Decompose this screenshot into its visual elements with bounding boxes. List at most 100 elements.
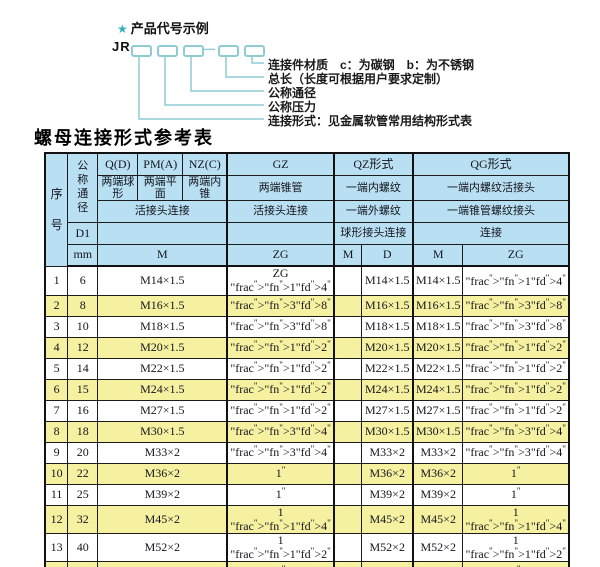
cell-qg-zg: "frac">"fn">3"fd">4" — [462, 420, 570, 443]
table-row: 8 18 M30×1.5 "frac">"fn">3"fd">4" M30×1.5 M30… — [44, 420, 570, 443]
table-row: 9 20 M33×2 "frac">"fn">3"fd">4" M33×2 M33×2 "f… — [44, 441, 570, 464]
cell-qz-m — [332, 315, 363, 338]
cell-gz: 2" — [226, 561, 335, 567]
code-box-2 — [157, 45, 178, 57]
header-pm-desc: 两端平面 — [137, 174, 184, 201]
cell-qg-m: M36×2 — [412, 462, 464, 485]
table-body: 1 6 M14×1.5 ZG "frac">"fn">1"fd">4" M14×1.5 M… — [44, 265, 570, 567]
header-m-span: M — [97, 243, 228, 268]
header-q-desc: 两端球形 — [97, 174, 139, 201]
cell-gz: "frac">"fn">1"fd">2" — [226, 357, 335, 380]
cell-qg-zg: 1" — [462, 462, 570, 485]
cell-m: M39×2 — [97, 483, 228, 506]
cell-qz-m — [332, 378, 363, 401]
cell-gz: "frac">"fn">1"fd">2" — [226, 336, 335, 359]
header-gz-blank — [226, 221, 335, 245]
cell-qz-m — [332, 561, 363, 567]
cell-qg-zg: "frac">"fn">1"fd">2" — [462, 357, 570, 380]
cell-qz-m — [332, 336, 363, 359]
header-qg-m: M — [412, 243, 464, 268]
cell-qg-m: M24×1.5 — [412, 378, 464, 401]
cell-gz: "frac">"fn">3"fd">8" — [226, 294, 335, 317]
code-box-1 — [131, 45, 152, 57]
cell-no: 13 — [44, 532, 69, 563]
header-d1: D1 — [67, 221, 99, 245]
cell-m: M16×1.5 — [97, 294, 228, 317]
header-gongcheng: 公称通径 — [67, 152, 99, 223]
header-gz-conn: 活接头连接 — [226, 199, 335, 223]
cell-qg-m: M64×2 — [412, 561, 464, 567]
code-box-4 — [218, 45, 239, 57]
cell-qg-m: M30×1.5 — [412, 420, 464, 443]
cell-gz: "frac">"fn">3"fd">4" — [226, 441, 335, 464]
header-nz-desc: 两端内锥 — [182, 174, 228, 201]
cell-no: 4 — [44, 336, 69, 359]
cell-qz-d: M16×1.5 — [361, 294, 414, 317]
cell-qz-m — [332, 462, 363, 485]
cell-qg-zg: "frac">"fn">1"fd">2" — [462, 399, 570, 422]
cell-dn: 8 — [67, 294, 99, 317]
cell-dn: 18 — [67, 420, 99, 443]
header-col-qz: QZ形式 — [332, 152, 414, 176]
header-qz-d: D — [361, 243, 414, 268]
cell-qz-d: M64×2 — [361, 561, 414, 567]
cell-gz: "frac">"fn">1"fd">2" — [226, 399, 335, 422]
cell-no: 14 — [44, 561, 69, 567]
cell-qg-m: M18×1.5 — [412, 315, 464, 338]
cell-qz-d: M30×1.5 — [361, 420, 414, 443]
header-col-nz: NZ(C) — [182, 152, 228, 176]
cell-no: 5 — [44, 357, 69, 380]
table-row: 3 10 M18×1.5 "frac">"fn">3"fd">8" M18×1.5 M18… — [44, 315, 570, 338]
cell-qz-d: M39×2 — [361, 483, 414, 506]
cell-m: M22×1.5 — [97, 357, 228, 380]
cell-qz-d: M52×2 — [361, 532, 414, 563]
header-qz-desc2: 一端外螺纹 — [332, 199, 414, 223]
header-qz-conn: 球形接头连接 — [332, 221, 414, 245]
code-prefix: JR — [112, 39, 131, 54]
cell-m: M64×2 — [97, 561, 228, 567]
cell-dn: 32 — [67, 504, 99, 534]
cell-no: 12 — [44, 504, 69, 534]
cell-qz-m — [332, 441, 363, 464]
cell-dn: 14 — [67, 357, 99, 380]
table-title: 螺母连接形式参考表 — [34, 128, 214, 149]
table-row: 11 25 M39×2 1" M39×2 M39×2 1" — [44, 483, 570, 506]
cell-qg-m: M14×1.5 — [412, 265, 464, 296]
cell-m: M52×2 — [97, 532, 228, 563]
cell-m: M33×2 — [97, 441, 228, 464]
cell-qz-m — [332, 420, 363, 443]
cell-qz-d: M20×1.5 — [361, 336, 414, 359]
cell-dn: 16 — [67, 399, 99, 422]
nut-connection-table: 序号 公称通径 Q(D) PM(A) NZ(C) GZ QZ形式 QG形式 两端… — [44, 152, 570, 567]
header-qg-desc1: 一端内螺纹活接头 — [412, 174, 570, 201]
cell-m: M45×2 — [97, 504, 228, 534]
cell-no: 1 — [44, 265, 69, 296]
cell-gz: 1" — [226, 483, 335, 506]
cell-gz: "frac">"fn">1"fd">2" — [226, 378, 335, 401]
header-col-q: Q(D) — [97, 152, 139, 176]
header-qg-conn: 连接 — [412, 221, 570, 245]
product-code-diagram: ★ 产品代号示例 JR — 连接件材质 c：为碳钢 b：为不锈钢 总长（长度可根据… — [0, 0, 600, 132]
cell-no: 7 — [44, 399, 69, 422]
code-box-3 — [183, 45, 204, 57]
cell-qg-m: M20×1.5 — [412, 336, 464, 359]
table-row: 7 16 M27×1.5 "frac">"fn">1"fd">2" M27×1.5 M27… — [44, 399, 570, 422]
cell-no: 6 — [44, 378, 69, 401]
header-qpmnz-conn: 活接头连接 — [97, 199, 228, 223]
header-gz-desc: 两端锥管 — [226, 174, 335, 201]
header-xuhao: 序号 — [44, 152, 69, 267]
cell-dn: 12 — [67, 336, 99, 359]
cell-dn: 50 — [67, 561, 99, 567]
cell-no: 10 — [44, 462, 69, 485]
cell-no: 8 — [44, 420, 69, 443]
cell-qg-zg: "frac">"fn">3"fd">8" — [462, 315, 570, 338]
table-row: 12 32 M45×2 1 "frac">"fn">1"fd">4" M45×2 M45×… — [44, 504, 570, 534]
table-row: 10 22 M36×2 1" M36×2 M36×2 1" — [44, 462, 570, 485]
header-zg-gz: ZG — [226, 243, 335, 268]
cell-qg-zg: "frac">"fn">1"fd">2" — [462, 378, 570, 401]
cell-qg-zg: "frac">"fn">1"fd">2" — [462, 336, 570, 359]
cell-qz-m — [332, 294, 363, 317]
cell-qz-d: M36×2 — [361, 462, 414, 485]
cell-m: M18×1.5 — [97, 315, 228, 338]
